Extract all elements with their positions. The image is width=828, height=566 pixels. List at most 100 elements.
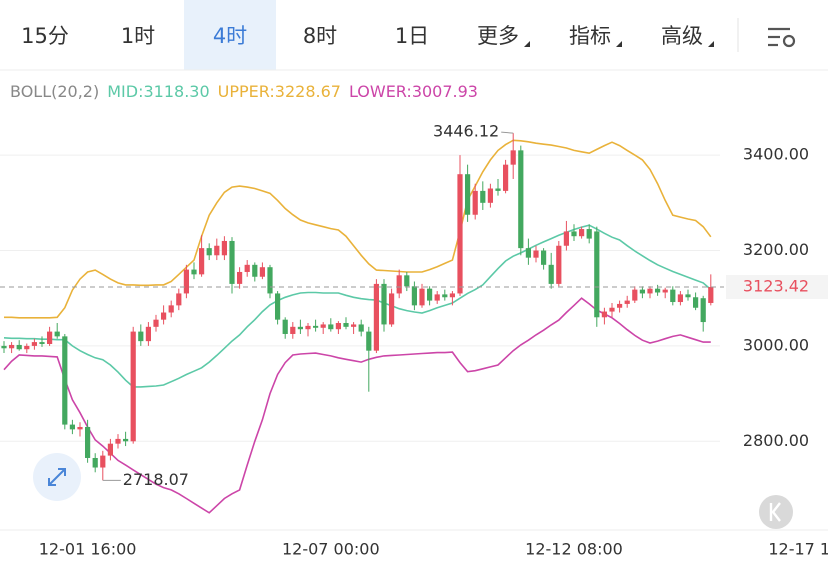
x-tick-label: 12-17 16:00 (768, 540, 828, 559)
candle-body (404, 275, 410, 287)
tab-menu-arrow (708, 41, 714, 47)
candle-body (411, 286, 417, 306)
legend-entry: LOWER:3007.93 (349, 82, 478, 101)
candle-body (571, 231, 577, 237)
candle-body (389, 293, 395, 325)
candle-body (275, 293, 281, 320)
candle-body (351, 324, 357, 327)
candle-body (54, 331, 60, 337)
tab-menu-arrow (524, 41, 530, 47)
candle-body (563, 231, 569, 246)
candle-body (662, 289, 668, 293)
candle-body (434, 294, 440, 301)
candle-body (358, 324, 364, 332)
candle-body (62, 336, 68, 425)
tab-label[interactable]: 1日 (395, 24, 429, 48)
candle-body (693, 297, 699, 308)
candle-body (305, 325, 311, 330)
legend-entry: BOLL(20,2) (10, 82, 99, 101)
y-tick-label: 3200.00 (743, 240, 809, 259)
candle-body (244, 264, 250, 272)
candle-body (9, 344, 15, 349)
candle-body (556, 245, 562, 284)
y-tick-label: 2800.00 (743, 431, 809, 450)
candle-body (685, 294, 691, 298)
candle-body (85, 426, 91, 458)
candle-body (16, 344, 22, 350)
candle-body (199, 248, 205, 275)
legend-entry: MID:3118.30 (107, 82, 209, 101)
candle-body (229, 240, 235, 284)
candle-body (191, 269, 197, 275)
candle-body (480, 190, 486, 203)
candle-body (617, 303, 623, 308)
candle-body (670, 289, 676, 303)
tab-label[interactable]: 4时 (213, 24, 247, 48)
candle-body (183, 269, 189, 294)
candle-body (343, 323, 349, 327)
candle-body (31, 342, 37, 346)
min-annotation: 2718.07 (123, 470, 189, 489)
candle-body (313, 325, 319, 328)
candle-body (381, 283, 387, 325)
candle-body (700, 298, 706, 323)
candle-body (427, 288, 433, 301)
candle-body (609, 307, 615, 312)
tab-label[interactable]: 15分 (21, 24, 69, 48)
candle-body (252, 264, 258, 277)
tab-menu-arrow (616, 41, 622, 47)
indicator-legend: BOLL(20,2) MID:3118.30 UPPER:3228.67 LOWER:… (10, 82, 478, 101)
x-tick-label: 12-07 00:00 (282, 540, 380, 559)
candle-body (449, 293, 455, 298)
candle-body (24, 345, 30, 350)
y-tick-label: 3000.00 (743, 335, 809, 354)
tab-label[interactable]: 指标 (569, 24, 611, 48)
candle-body (366, 331, 372, 351)
tab-label[interactable]: 更多 (477, 24, 519, 48)
candle-body (419, 288, 425, 306)
candle-body (107, 443, 113, 456)
candle-body (138, 331, 144, 342)
candle-body (457, 174, 463, 294)
band-line (4, 139, 712, 319)
candle-body (442, 294, 448, 298)
settings-icon[interactable] (768, 27, 796, 48)
candle-body (161, 312, 167, 320)
candle-body (647, 288, 653, 294)
candle-body (632, 289, 638, 301)
candle-body (655, 288, 661, 293)
candle-body (145, 326, 151, 342)
legend-entry: UPPER:3228.67 (218, 82, 341, 101)
tab-label[interactable]: 高级 (661, 24, 703, 48)
candle-body (282, 319, 288, 334)
candle-body (579, 229, 585, 237)
candle-body (176, 293, 182, 306)
candle-body (465, 174, 471, 215)
max-leader (501, 131, 514, 134)
candle-body (503, 164, 509, 191)
candle-body (100, 455, 106, 468)
tab-label[interactable]: 1时 (121, 24, 155, 48)
candle-body (586, 229, 592, 239)
candle-body (214, 245, 220, 256)
candle-body (259, 267, 265, 277)
candle-body (115, 438, 121, 444)
candle-body (525, 248, 531, 258)
candle-body (267, 267, 273, 294)
candle-body (1, 345, 7, 349)
candle-body (624, 300, 630, 304)
candle-body (533, 250, 539, 258)
tab-label[interactable]: 8时 (303, 24, 337, 48)
x-tick-label: 12-12 08:00 (525, 540, 623, 559)
candle-body (396, 275, 402, 294)
candle-body (123, 438, 129, 442)
candle-body (639, 289, 645, 294)
expand-button[interactable] (33, 453, 81, 501)
last-price-tag (726, 275, 828, 300)
candle-body (221, 240, 227, 256)
scroll-latest-button[interactable] (759, 495, 793, 529)
candle-body (237, 271, 243, 284)
candle-body (206, 248, 212, 256)
candle-body (335, 323, 341, 330)
